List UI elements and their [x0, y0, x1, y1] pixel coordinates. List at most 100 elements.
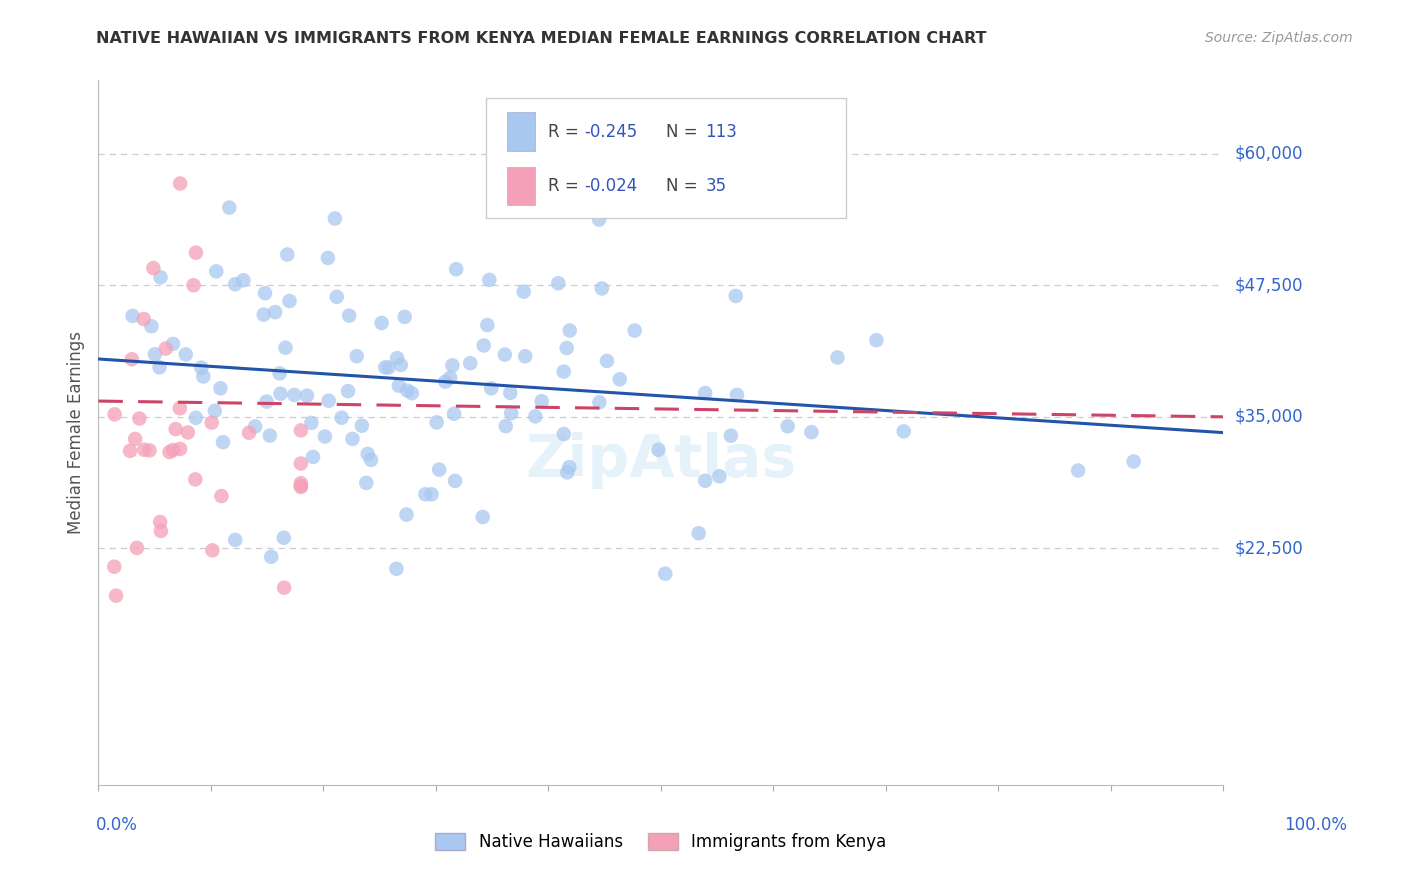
Point: [865, 333, 887, 347]
Point: [169, 442, 191, 456]
Point: [360, 453, 382, 467]
Point: [314, 429, 336, 443]
Point: [827, 351, 849, 365]
Text: N =: N =: [666, 177, 703, 195]
Point: [253, 308, 276, 322]
Point: [558, 323, 581, 337]
Text: -0.245: -0.245: [583, 123, 637, 141]
Point: [609, 372, 631, 386]
Point: [224, 277, 246, 292]
Point: [149, 515, 172, 529]
Point: [318, 393, 340, 408]
Point: [389, 358, 412, 372]
Text: 0.0%: 0.0%: [96, 816, 138, 834]
Text: $22,500: $22,500: [1234, 540, 1303, 558]
Point: [458, 356, 481, 370]
Point: [427, 462, 450, 476]
Point: [299, 416, 322, 430]
Point: [588, 212, 610, 227]
Point: [330, 410, 353, 425]
Point: [688, 526, 710, 541]
Point: [142, 260, 165, 275]
Point: [623, 324, 645, 338]
Point: [342, 432, 364, 446]
Point: [190, 360, 212, 375]
Point: [337, 384, 360, 398]
Point: [276, 247, 298, 261]
Text: 35: 35: [706, 177, 727, 195]
Point: [205, 264, 228, 278]
Point: [515, 349, 537, 363]
Point: [243, 419, 266, 434]
Point: [395, 508, 418, 522]
Point: [524, 409, 547, 424]
Point: [553, 365, 575, 379]
Point: [444, 474, 467, 488]
Text: NATIVE HAWAIIAN VS IMMIGRANTS FROM KENYA MEDIAN FEMALE EARNINGS CORRELATION CHAR: NATIVE HAWAIIAN VS IMMIGRANTS FROM KENYA…: [96, 31, 986, 46]
Point: [591, 281, 613, 295]
Point: [295, 389, 318, 403]
Point: [478, 273, 501, 287]
Point: [695, 474, 717, 488]
Point: [169, 401, 191, 416]
Point: [725, 388, 748, 402]
Point: [184, 410, 207, 425]
Point: [512, 285, 534, 299]
Point: [193, 369, 215, 384]
Point: [495, 419, 517, 434]
Point: [302, 450, 325, 464]
Point: [401, 386, 423, 401]
Point: [647, 442, 669, 457]
Point: [270, 386, 292, 401]
Point: [260, 549, 283, 564]
Point: [415, 487, 437, 501]
Text: R =: R =: [548, 123, 583, 141]
Point: [134, 442, 156, 457]
Point: [596, 354, 619, 368]
Text: $60,000: $60,000: [1234, 145, 1303, 163]
Point: [547, 277, 569, 291]
Text: Source: ZipAtlas.com: Source: ZipAtlas.com: [1205, 31, 1353, 45]
Text: $35,000: $35,000: [1234, 408, 1303, 425]
Point: [201, 416, 224, 430]
FancyBboxPatch shape: [506, 167, 534, 205]
Text: N =: N =: [666, 123, 703, 141]
Point: [201, 543, 224, 558]
Point: [800, 425, 823, 439]
Point: [105, 589, 128, 603]
Point: [159, 445, 181, 459]
Point: [323, 211, 346, 226]
Point: [269, 367, 291, 381]
Point: [254, 286, 277, 301]
Point: [212, 435, 235, 450]
Point: [396, 384, 419, 398]
Point: [124, 432, 146, 446]
Point: [893, 425, 915, 439]
Point: [471, 510, 494, 524]
Point: [209, 381, 232, 395]
Point: [138, 443, 160, 458]
Point: [356, 475, 378, 490]
Point: [654, 566, 676, 581]
Point: [290, 457, 312, 471]
Y-axis label: Median Female Earnings: Median Female Earnings: [66, 331, 84, 534]
Point: [1067, 463, 1090, 477]
Text: ZipAtlas: ZipAtlas: [526, 433, 796, 490]
Point: [316, 251, 339, 265]
Point: [444, 262, 467, 277]
Point: [326, 290, 349, 304]
Point: [143, 347, 166, 361]
Point: [494, 347, 516, 361]
Point: [162, 337, 184, 351]
Point: [259, 428, 281, 442]
Point: [439, 370, 461, 384]
Point: [501, 406, 523, 420]
Point: [103, 559, 125, 574]
Point: [121, 309, 143, 323]
Point: [426, 416, 449, 430]
Text: R =: R =: [548, 177, 583, 195]
Point: [104, 408, 127, 422]
Point: [530, 394, 553, 409]
Point: [477, 318, 499, 332]
Point: [155, 342, 177, 356]
